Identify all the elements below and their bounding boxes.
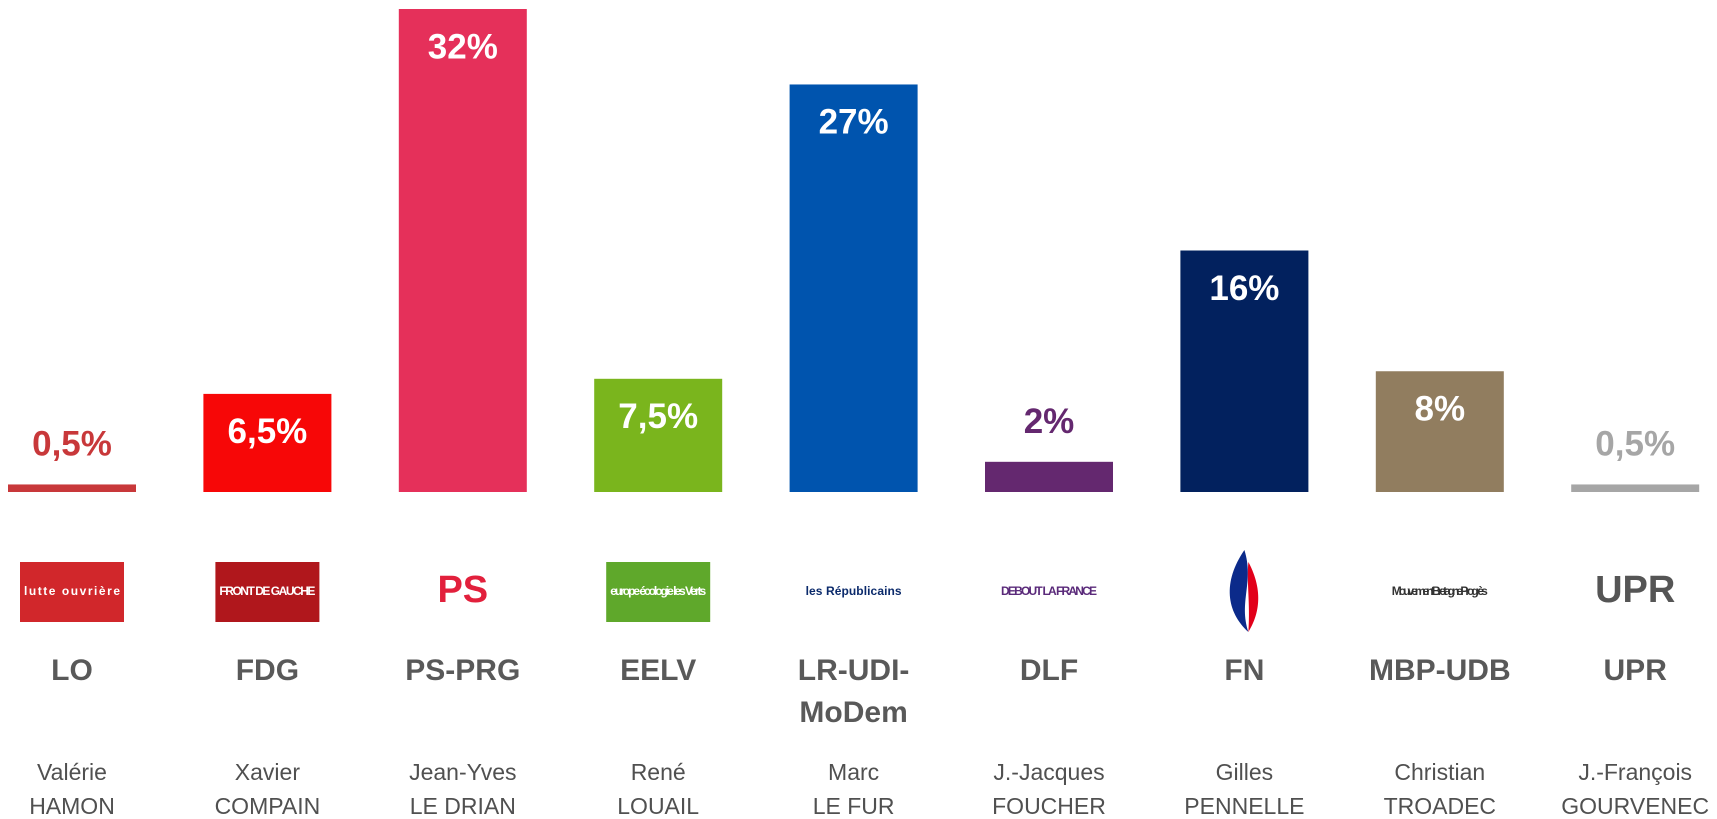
logo-background [215, 562, 320, 622]
value-label: 0,5% [1595, 425, 1675, 464]
candidate-name-line: PENNELLE [1184, 793, 1305, 819]
bar [789, 84, 918, 492]
bar [1375, 371, 1504, 492]
candidate-name-line: FOUCHER [992, 793, 1106, 819]
logo-flame [1247, 562, 1259, 632]
party-logo: FRONT DE GAUCHE [215, 562, 320, 622]
bar [1180, 250, 1309, 492]
bar [594, 378, 723, 492]
candidate-name-line: GOURVENEC [1561, 793, 1710, 819]
candidate-name-line: J.-Jacques [993, 759, 1105, 785]
candidate-name-line: Christian [1394, 759, 1486, 785]
party-name: FN [1224, 654, 1265, 687]
logo-text: lutte ouvrière [24, 584, 120, 598]
party-name: MBP-UDB [1368, 654, 1511, 687]
party-name: UPR [1603, 654, 1667, 687]
value-label: 32% [428, 27, 498, 66]
value-label: 8% [1415, 390, 1466, 429]
logo-text: UPR [1595, 569, 1675, 611]
value-label: 6,5% [228, 412, 308, 451]
candidate-name-line: Xavier [234, 759, 300, 785]
candidate-name: Christian TROADEC [1342, 755, 1537, 819]
candidate-name: J.-Jacques FOUCHER [952, 755, 1147, 819]
candidate-name-line: Gilles [1215, 759, 1274, 785]
candidate-name-line: Valérie [37, 759, 107, 785]
value-label: 27% [819, 103, 889, 142]
logo-flame [1229, 550, 1249, 632]
candidate-name: Gilles PENNELLE [1147, 755, 1342, 819]
party-logo: PS [437, 569, 488, 611]
value-label: 0,5% [32, 425, 112, 464]
candidate-name: René LOUAIL [561, 755, 756, 819]
candidate-name: Valérie HAMON [0, 755, 170, 819]
candidate-name-line: HAMON [29, 793, 115, 819]
logo-text: europe écologie les Verts [610, 584, 706, 598]
candidate-name-line: Marc [828, 759, 880, 785]
candidate-name: Marc LE FUR [756, 755, 951, 819]
party-logo: Mouvement Bretagne Progrès [1392, 584, 1488, 598]
logo-text: DEBOUT LA FRANCE [1001, 584, 1097, 598]
candidate-name-line: COMPAIN [214, 793, 321, 819]
logo-background [20, 562, 124, 622]
party-logo: lutte ouvrière [20, 562, 124, 622]
candidate-name-line: LE DRIAN [409, 793, 516, 819]
party-name: PS-PRG [405, 654, 521, 687]
candidate-name-line: René [630, 759, 686, 785]
candidate-name: J.-François GOURVENEC [1538, 755, 1717, 819]
party-logo: les Républicains [806, 584, 902, 598]
party-name: FDG [235, 654, 300, 687]
candidate-name-line: J.-François [1578, 759, 1693, 785]
candidate-name-line: LE FUR [812, 793, 895, 819]
candidate-name-line: LOUAIL [617, 793, 700, 819]
logo-text: Mouvement Bretagne Progrès [1392, 584, 1488, 598]
bar [1571, 484, 1700, 492]
bar [203, 393, 332, 492]
value-label: 16% [1209, 269, 1279, 308]
value-label: 2% [1024, 402, 1075, 441]
value-label: 7,5% [618, 397, 698, 436]
logo-text: les Républicains [806, 584, 902, 598]
party-logo [1229, 550, 1259, 632]
logo-text: FRONT DE GAUCHE [219, 584, 315, 598]
candidate-name: Jean-Yves LE DRIAN [365, 755, 560, 819]
candidate-name-line: Jean-Yves [409, 759, 517, 785]
party-name: LO [51, 654, 93, 687]
logo-text: PS [437, 569, 488, 611]
bar [398, 9, 527, 492]
bar [985, 461, 1113, 492]
party-logo: DEBOUT LA FRANCE [1001, 584, 1097, 598]
party-logo: europe écologie les Verts [606, 562, 711, 622]
party-name: EELV [620, 654, 697, 687]
logo-background [606, 562, 711, 622]
party-logo: UPR [1595, 569, 1675, 611]
party-name: DLF [1019, 654, 1079, 687]
candidate-name: Xavier COMPAIN [170, 755, 365, 819]
party-name: LR-UDI-MoDem [797, 654, 910, 729]
candidate-name-line: TROADEC [1383, 793, 1497, 819]
bar [8, 484, 136, 492]
